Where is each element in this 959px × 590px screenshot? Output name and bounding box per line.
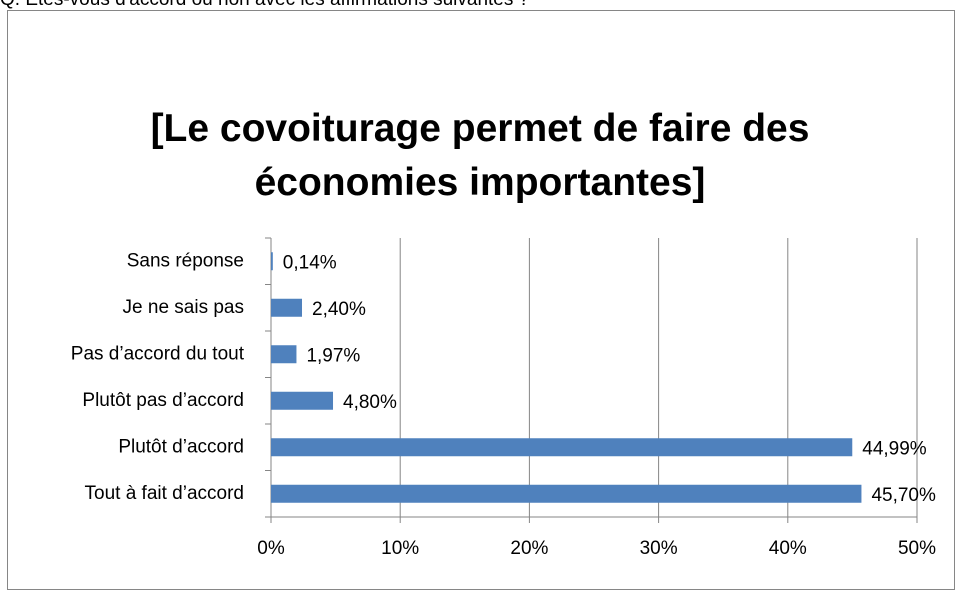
x-tick-label: 10%: [381, 538, 419, 559]
data-label: 2,40%: [312, 299, 366, 320]
chart-title: [Le covoiturage permet de faire des écon…: [150, 107, 810, 204]
y-tick-label: Sans réponse: [127, 250, 244, 271]
x-tick-label: 30%: [640, 538, 678, 559]
x-tick-label: 0%: [257, 538, 285, 559]
y-tick-label: Plutôt pas d’accord: [82, 390, 244, 411]
bar: [271, 484, 862, 503]
bar: [271, 391, 334, 410]
x-tick-label: 40%: [769, 538, 807, 559]
y-tick-label: Pas d’accord du tout: [71, 343, 245, 364]
data-label: 45,70%: [871, 485, 936, 506]
bar: [271, 438, 853, 457]
bar: [271, 252, 273, 271]
data-label: 1,97%: [306, 345, 360, 366]
y-tick-label: Tout à fait d’accord: [85, 483, 244, 504]
x-tick-label: 20%: [510, 538, 548, 559]
bar: [271, 298, 303, 317]
chart: 0% 10% 20% 30% 40% 50% Sans réponse 0,14% Je ne …: [71, 237, 936, 559]
x-tick-label: 50%: [898, 538, 936, 559]
question-header: Q. Etes-vous d'accord ou non avec les af…: [0, 0, 529, 11]
data-label: 4,80%: [343, 392, 397, 413]
bar: [271, 345, 297, 364]
data-label: 44,99%: [862, 438, 927, 459]
y-tick-label: Je ne sais pas: [123, 297, 244, 318]
data-label: 0,14%: [283, 252, 337, 273]
y-tick-label: Plutôt d’accord: [118, 436, 244, 457]
